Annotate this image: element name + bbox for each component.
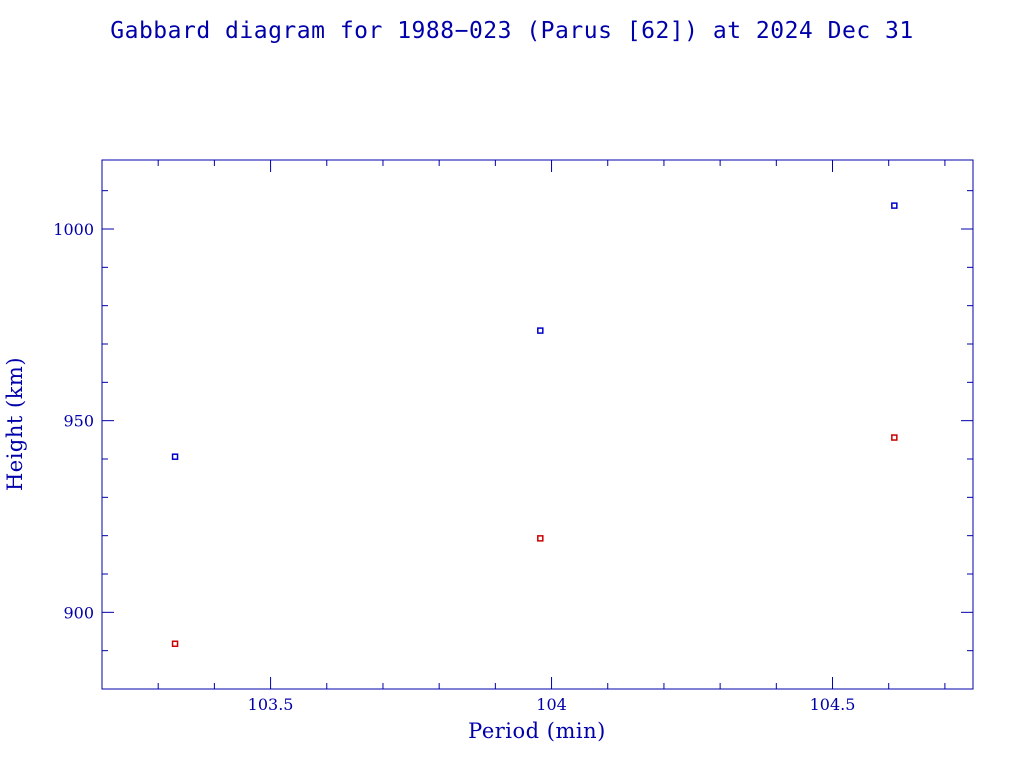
data-point bbox=[891, 434, 898, 441]
data-point bbox=[537, 535, 544, 542]
x-tick-labels: 103.5 104 104.5 bbox=[248, 695, 856, 714]
x-tick-label: 104 bbox=[536, 695, 567, 714]
plot-frame bbox=[101, 159, 974, 690]
chart-title: Gabbard diagram for 1988−023 (Parus [62]… bbox=[110, 18, 913, 44]
data-point bbox=[537, 327, 544, 334]
data-point bbox=[171, 640, 179, 648]
data-point bbox=[891, 202, 898, 209]
data-point bbox=[171, 453, 179, 460]
y-axis-label: Height (km) bbox=[3, 357, 27, 491]
y-tick-label: 950 bbox=[63, 412, 94, 431]
y-tick-labels: 900 950 1000 bbox=[53, 220, 94, 622]
x-tick-label: 103.5 bbox=[248, 695, 294, 714]
y-ticks bbox=[102, 190, 973, 690]
x-ticks bbox=[101, 160, 946, 689]
y-tick-label: 1000 bbox=[53, 220, 94, 239]
x-tick-label: 104.5 bbox=[810, 695, 856, 714]
data-points bbox=[171, 202, 898, 648]
x-axis-label: Period (min) bbox=[468, 719, 606, 743]
y-tick-label: 900 bbox=[63, 603, 94, 622]
